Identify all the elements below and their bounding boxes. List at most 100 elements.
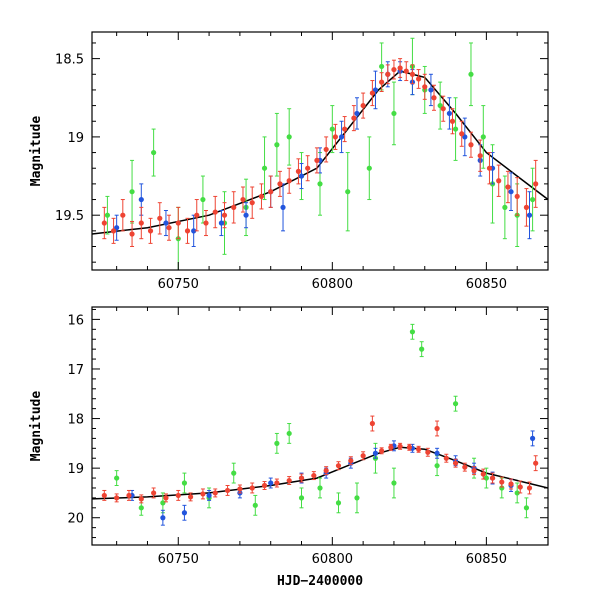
bottom-red-point — [114, 495, 120, 501]
top-red-point — [397, 65, 403, 71]
top-blue-point — [338, 134, 345, 140]
bottom-red-point — [397, 443, 403, 449]
bottom-red-point — [369, 420, 375, 427]
top-red-point — [212, 209, 218, 215]
bottom-red-point — [138, 496, 144, 502]
bottom-y-axis-label: Magnitude — [29, 391, 44, 462]
bottom-x-tick-label: 60850 — [466, 552, 507, 567]
bottom-y-tick-label: 17 — [67, 363, 84, 378]
bottom-y-tick-label: 16 — [67, 313, 84, 328]
bottom-red-point — [274, 480, 280, 486]
top-red-point — [184, 228, 191, 234]
top-blue-point — [508, 189, 514, 195]
top-blue-point — [446, 110, 453, 117]
bottom-red-point — [533, 460, 539, 466]
top-red-point — [533, 181, 539, 187]
bottom-blue-point — [529, 435, 536, 441]
bottom-green-point — [181, 480, 188, 486]
bottom-green-point — [335, 500, 342, 506]
bottom-green-point — [160, 500, 166, 506]
top-blue-point — [191, 228, 197, 234]
top-red-point — [468, 142, 474, 148]
top-red-point — [360, 102, 366, 109]
bottom-red-point — [237, 486, 243, 492]
bottom-red-point — [311, 472, 317, 479]
bottom-red-point — [200, 491, 206, 497]
top-green-point — [329, 126, 335, 132]
bottom-plot-area — [92, 323, 548, 526]
top-red-point — [323, 146, 329, 153]
top-red-point — [249, 200, 255, 206]
top-red-point — [295, 168, 302, 174]
top-green-point — [274, 142, 280, 148]
bottom-red-point — [298, 475, 305, 481]
top-green-point — [104, 212, 111, 218]
bottom-red-point — [425, 449, 431, 455]
top-red-point — [147, 228, 154, 234]
bottom-red-point — [175, 492, 181, 499]
top-green-point — [468, 71, 474, 77]
bottom-red-point — [360, 453, 366, 459]
bottom-blue-point — [434, 450, 440, 456]
top-red-point — [221, 212, 228, 218]
bottom-panel: 60750 60800 60850 16 17 18 19 20 Magnitude HJD−24… — [29, 306, 549, 589]
bottom-green-point — [252, 502, 258, 508]
top-red-point — [523, 204, 530, 210]
bottom-green-point — [391, 480, 397, 486]
top-red-point — [240, 196, 246, 203]
top-green-point — [129, 189, 135, 195]
bottom-blue-point — [206, 492, 212, 499]
bottom-green-point — [434, 463, 440, 469]
top-red-point — [459, 131, 465, 137]
bottom-green-point — [231, 470, 237, 476]
top-red-point — [477, 153, 483, 159]
top-blue-point — [243, 212, 249, 218]
top-red-point — [110, 228, 117, 234]
top-red-point — [409, 71, 416, 77]
bottom-red-point — [187, 494, 194, 500]
top-green-point — [317, 181, 323, 187]
bottom-red-point — [406, 444, 412, 450]
bottom-green-point — [138, 505, 144, 511]
bottom-green-point — [523, 505, 530, 511]
top-axes-frame — [91, 31, 549, 271]
top-blue-point — [526, 212, 533, 218]
bottom-red-point — [224, 487, 231, 494]
bottom-green-point — [419, 346, 425, 352]
bottom-red-point — [379, 448, 385, 454]
bottom-red-point — [286, 477, 292, 484]
top-red-point — [505, 184, 511, 190]
top-green-point — [502, 204, 508, 210]
bottom-red-point — [101, 492, 107, 499]
bottom-red-point — [323, 468, 329, 474]
top-red-point — [431, 95, 437, 101]
bottom-red-point — [261, 482, 268, 489]
bottom-red-point — [348, 458, 354, 464]
top-x-tick-label: 60800 — [312, 277, 353, 292]
bottom-green-point — [317, 485, 323, 491]
top-green-point — [345, 189, 351, 195]
bottom-red-point — [480, 471, 486, 477]
top-green-point — [452, 126, 459, 132]
bottom-green-point — [298, 495, 305, 501]
top-red-point — [379, 79, 385, 85]
bottom-red-point — [499, 479, 505, 485]
top-blue-point — [280, 204, 286, 210]
top-red-point — [129, 231, 135, 237]
top-green-point — [286, 134, 292, 140]
top-green-point — [151, 149, 157, 156]
top-red-point — [385, 71, 391, 77]
top-model-curve — [92, 70, 548, 235]
top-red-point — [175, 220, 181, 226]
top-red-point — [120, 212, 126, 218]
top-red-point — [415, 76, 422, 82]
top-red-point — [286, 178, 292, 184]
bottom-red-point — [212, 490, 218, 496]
bottom-axes-frame — [91, 306, 549, 546]
bottom-green-point — [354, 495, 360, 501]
bottom-red-point — [452, 460, 459, 466]
top-red-point — [496, 178, 502, 184]
top-red-point — [203, 220, 209, 226]
bottom-red-point — [517, 484, 523, 490]
bottom-red-point — [163, 495, 169, 501]
